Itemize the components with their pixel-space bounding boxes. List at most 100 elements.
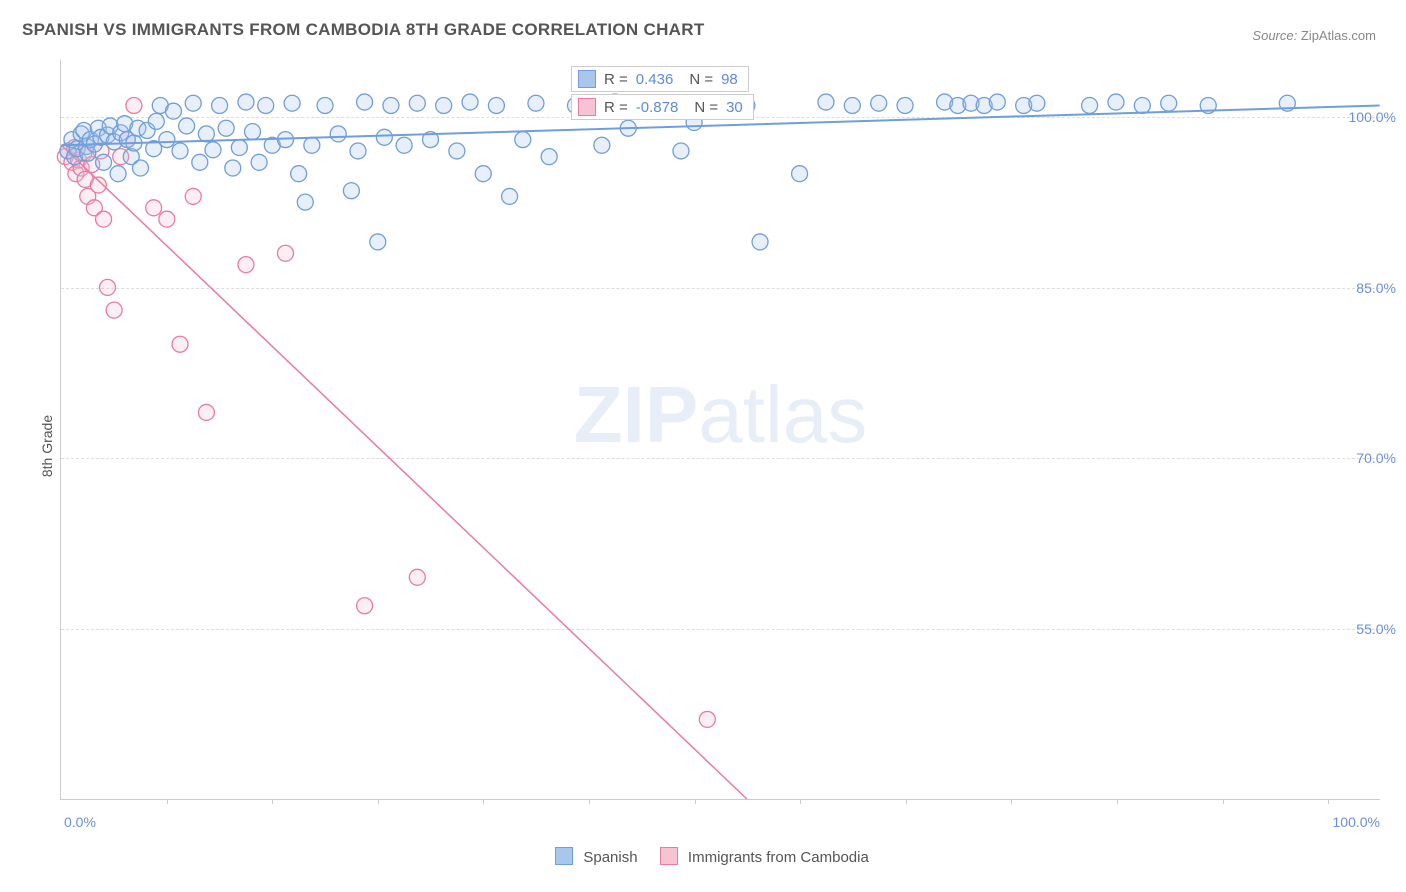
- point-spanish: [231, 140, 247, 156]
- r-label: R =: [604, 71, 628, 88]
- point-spanish: [165, 103, 181, 119]
- x-minor-tick: [1223, 799, 1224, 804]
- source-value: ZipAtlas.com: [1301, 28, 1376, 43]
- point-cambodia: [699, 711, 715, 727]
- point-spanish: [462, 94, 478, 110]
- point-spanish: [1029, 95, 1045, 111]
- point-spanish: [1134, 97, 1150, 113]
- point-spanish: [1161, 95, 1177, 111]
- point-cambodia: [198, 404, 214, 420]
- x-minor-tick: [1011, 799, 1012, 804]
- point-spanish: [132, 160, 148, 176]
- point-spanish: [673, 143, 689, 159]
- x-minor-tick: [272, 799, 273, 804]
- point-spanish: [502, 188, 518, 204]
- point-spanish: [245, 124, 261, 140]
- point-spanish: [515, 132, 531, 148]
- point-spanish: [96, 154, 112, 170]
- point-spanish: [1108, 94, 1124, 110]
- legend-swatch-cambodia: [660, 847, 678, 865]
- point-spanish: [897, 97, 913, 113]
- x-minor-tick: [800, 799, 801, 804]
- statbox-cambodia: R = -0.878 N = 30: [571, 94, 754, 120]
- point-cambodia: [357, 598, 373, 614]
- y-axis-label: 8th Grade: [39, 415, 55, 477]
- source-attribution: Source: ZipAtlas.com: [1252, 28, 1376, 43]
- point-spanish: [357, 94, 373, 110]
- x-minor-tick: [378, 799, 379, 804]
- point-cambodia: [146, 200, 162, 216]
- x-minor-tick: [906, 799, 907, 804]
- point-spanish: [185, 95, 201, 111]
- point-spanish: [218, 120, 234, 136]
- statbox-spanish: R = 0.436 N = 98: [571, 66, 749, 92]
- n-value-cambodia: 30: [726, 99, 743, 116]
- point-spanish: [752, 234, 768, 250]
- n-label: N =: [689, 71, 713, 88]
- x-minor-tick: [1117, 799, 1118, 804]
- r-value-cambodia: -0.878: [636, 99, 679, 116]
- point-spanish: [159, 132, 175, 148]
- point-cambodia: [96, 211, 112, 227]
- point-spanish: [297, 194, 313, 210]
- point-spanish: [844, 97, 860, 113]
- point-spanish: [317, 97, 333, 113]
- y-tick-label: 85.0%: [1356, 280, 1396, 296]
- point-spanish: [304, 137, 320, 153]
- point-cambodia: [238, 257, 254, 273]
- point-spanish: [284, 95, 300, 111]
- point-cambodia: [100, 279, 116, 295]
- point-cambodia: [106, 302, 122, 318]
- x-minor-tick: [167, 799, 168, 804]
- swatch-spanish: [578, 70, 596, 88]
- point-spanish: [436, 97, 452, 113]
- r-value-spanish: 0.436: [636, 71, 674, 88]
- x-tick-last: 100.0%: [1333, 814, 1380, 830]
- point-spanish: [179, 118, 195, 134]
- n-label: N =: [694, 99, 718, 116]
- legend: Spanish Immigrants from Cambodia: [0, 847, 1406, 866]
- point-spanish: [291, 166, 307, 182]
- n-value-spanish: 98: [721, 71, 738, 88]
- point-spanish: [818, 94, 834, 110]
- r-label: R =: [604, 99, 628, 116]
- point-cambodia: [126, 97, 142, 113]
- y-tick-label: 55.0%: [1356, 621, 1396, 637]
- y-tick-label: 100.0%: [1349, 109, 1396, 125]
- plot-area: ZIPatlas R = 0.436 N = 98 R = -0.878 N =…: [60, 60, 1380, 800]
- point-spanish: [110, 166, 126, 182]
- point-spanish: [225, 160, 241, 176]
- x-tick-first: 0.0%: [64, 814, 96, 830]
- point-spanish: [343, 183, 359, 199]
- point-spanish: [409, 95, 425, 111]
- point-cambodia: [172, 336, 188, 352]
- point-spanish: [258, 97, 274, 113]
- x-minor-tick: [483, 799, 484, 804]
- point-spanish: [148, 113, 164, 129]
- x-minor-tick: [695, 799, 696, 804]
- point-spanish: [238, 94, 254, 110]
- point-spanish: [330, 126, 346, 142]
- point-spanish: [541, 149, 557, 165]
- point-spanish: [212, 97, 228, 113]
- point-cambodia: [409, 569, 425, 585]
- legend-swatch-spanish: [555, 847, 573, 865]
- point-spanish: [528, 95, 544, 111]
- point-spanish: [370, 234, 386, 250]
- point-cambodia: [159, 211, 175, 227]
- point-spanish: [475, 166, 491, 182]
- swatch-cambodia: [578, 98, 596, 116]
- point-spanish: [376, 129, 392, 145]
- x-minor-tick: [589, 799, 590, 804]
- point-spanish: [871, 95, 887, 111]
- point-spanish: [251, 154, 267, 170]
- point-spanish: [172, 143, 188, 159]
- point-spanish: [198, 126, 214, 142]
- point-spanish: [792, 166, 808, 182]
- point-spanish: [488, 97, 504, 113]
- legend-label-spanish: Spanish: [583, 849, 637, 866]
- point-spanish: [594, 137, 610, 153]
- legend-label-cambodia: Immigrants from Cambodia: [688, 849, 869, 866]
- scatter-svg: [61, 60, 1380, 799]
- point-spanish: [989, 94, 1005, 110]
